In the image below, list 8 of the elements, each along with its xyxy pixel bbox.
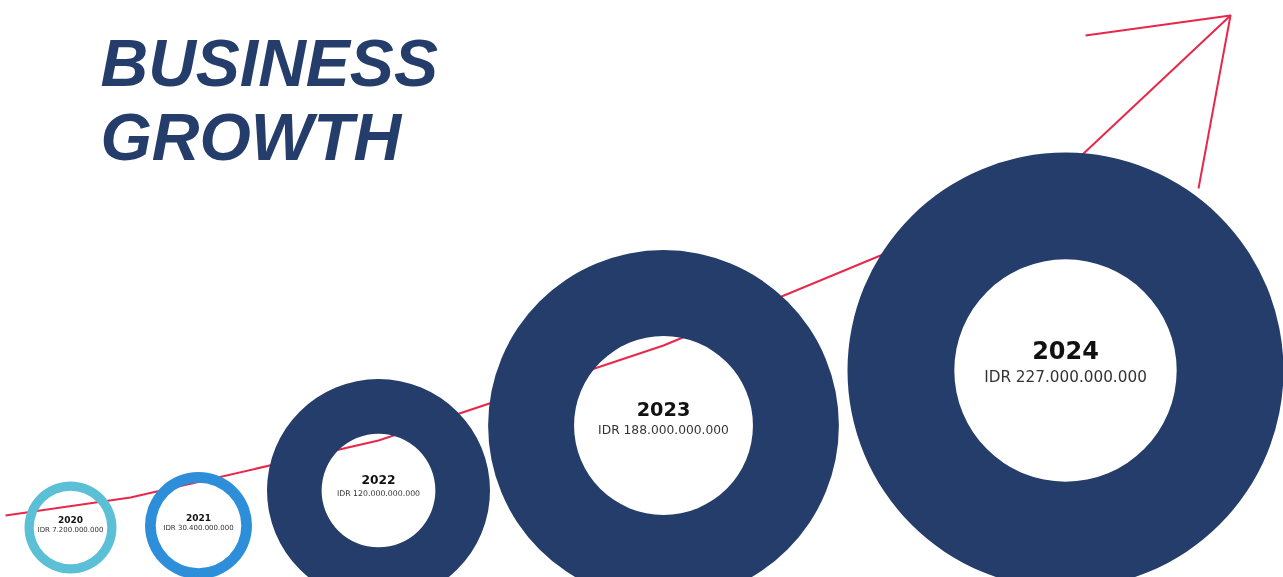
category-label: 2024 bbox=[1032, 336, 1099, 365]
category-label: 2022 bbox=[361, 473, 396, 488]
text: BUSINESS GROWTH bbox=[100, 25, 438, 174]
category-label: 2021 bbox=[185, 513, 212, 523]
data-label: IDR 188.000.000.000 bbox=[598, 423, 729, 438]
category-label: 2023 bbox=[636, 397, 691, 421]
data-label: IDR 227.000.000.000 bbox=[984, 367, 1147, 386]
category-label: 2020 bbox=[57, 515, 84, 525]
